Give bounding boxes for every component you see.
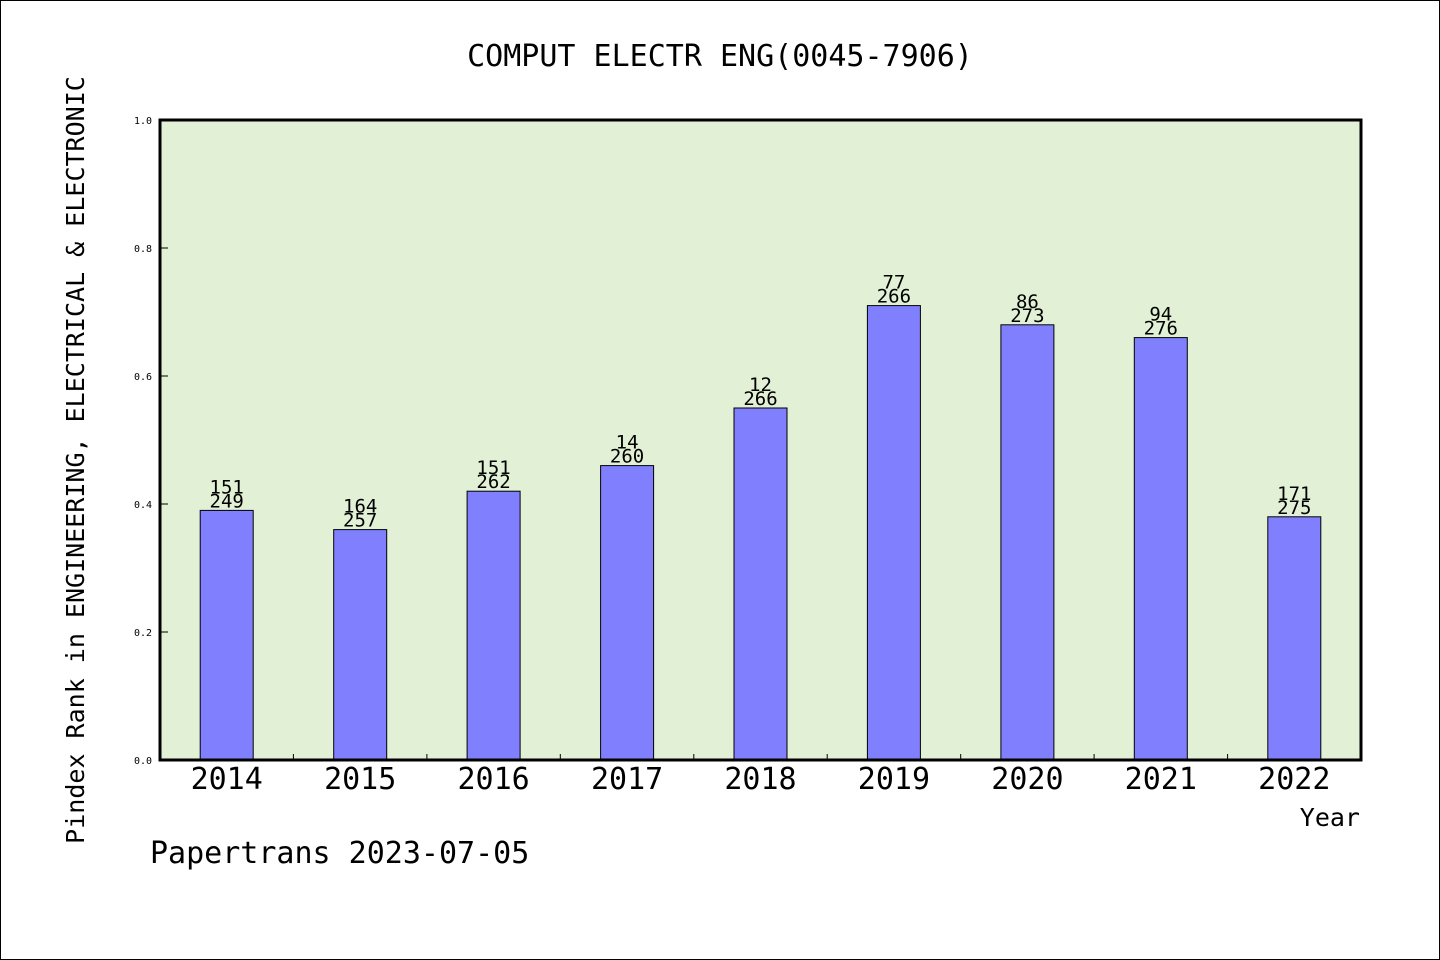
credit-text: Papertrans 2023-07-05: [150, 836, 529, 871]
x-tick-label: 2017: [591, 762, 663, 797]
x-tick-label: 2014: [191, 762, 263, 797]
bar-total-label: 249: [210, 490, 244, 512]
bar-total-label: 273: [1010, 305, 1044, 327]
bar-2016: [466, 490, 521, 761]
x-tick-label: 2016: [457, 762, 529, 797]
x-tick-label: 2019: [858, 762, 930, 797]
x-axis-label: Year: [1300, 803, 1360, 832]
bar-rank-label: 86: [1016, 291, 1039, 313]
bar-total-label: 266: [743, 388, 777, 410]
bar-rank-label: 77: [882, 272, 905, 294]
bar-total-label: 275: [1277, 497, 1311, 519]
x-tick-label: 2022: [1258, 762, 1330, 797]
plot-border: [158, 118, 1363, 762]
bar-rank-label: 94: [1149, 304, 1172, 326]
bar-2022: [1267, 516, 1322, 761]
y-tick-label: 0.6: [134, 372, 152, 383]
x-tick-label: 2021: [1125, 762, 1197, 797]
bar-rank-label: 151: [476, 457, 510, 479]
y-tick-label: 1.0: [134, 116, 152, 127]
x-axis-ticks: 2014 2015 2016 2017 2018 2019 2020 2021 2022: [191, 754, 1330, 797]
y-tick-label: 0.0: [134, 756, 152, 767]
bar-total-label: 276: [1144, 318, 1178, 340]
bar-2017: [600, 465, 655, 761]
y-tick-label: 0.8: [134, 244, 152, 255]
x-tick-label: 2015: [324, 762, 396, 797]
x-tick-label: 2018: [724, 762, 796, 797]
bar-2015: [333, 529, 388, 761]
bar-rank-label: 14: [616, 432, 639, 454]
bar-2020: [1000, 324, 1055, 761]
y-tick-label: 0.2: [134, 628, 152, 639]
bar-rank-label: 164: [343, 496, 377, 518]
chart-title: COMPUT ELECTR ENG(0045-7906): [467, 39, 973, 74]
bar-2014: [199, 509, 254, 761]
y-tick-label: 0.4: [134, 500, 152, 511]
bar-2018: [733, 407, 788, 761]
bar-total-label: 257: [343, 510, 377, 532]
y-axis-ticks: 0.0 0.2 0.4 0.6 0.8 1.0: [134, 116, 168, 767]
bar-2021: [1133, 337, 1188, 761]
y-axis-label: Pindex Rank in ENGINEERING, ELECTRICAL &…: [61, 76, 90, 844]
bar-rank-label: 12: [749, 374, 772, 396]
bar-total-label: 266: [877, 286, 911, 308]
bar-2019: [866, 305, 921, 761]
x-tick-label: 2020: [991, 762, 1063, 797]
bar-rank-label: 171: [1277, 483, 1311, 505]
bar-total-label: 262: [476, 471, 510, 493]
bar-rank-label: 151: [210, 476, 244, 498]
bar-total-label: 260: [610, 446, 644, 468]
